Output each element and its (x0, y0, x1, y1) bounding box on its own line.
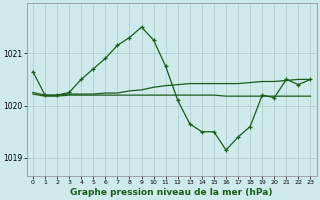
X-axis label: Graphe pression niveau de la mer (hPa): Graphe pression niveau de la mer (hPa) (70, 188, 273, 197)
